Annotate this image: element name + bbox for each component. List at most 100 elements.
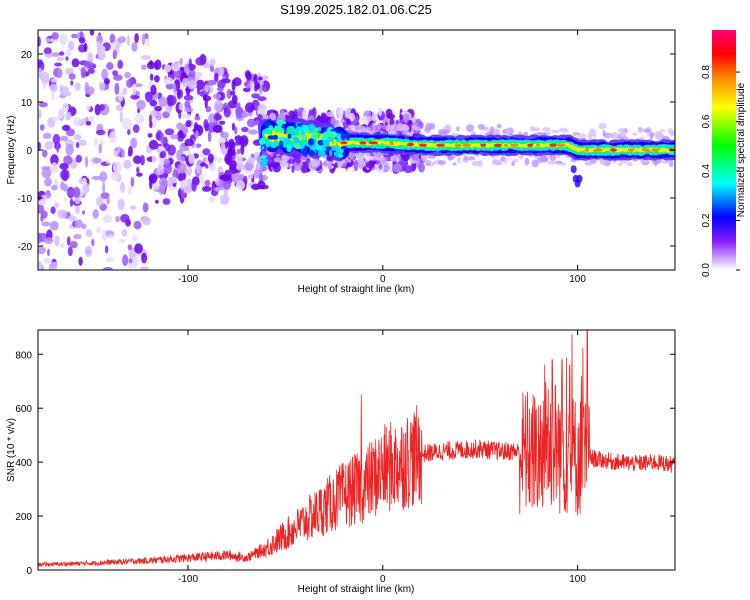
spectrogram-blob [78,37,86,44]
spectrogram-haze [478,159,483,168]
ridge-clump [340,132,346,141]
spectrogram-blob [81,210,86,215]
spectrogram-blob [342,121,346,127]
spectrogram-haze [346,159,352,163]
spectrogram-blob [51,184,58,191]
spectrogram-haze [361,125,366,133]
spectrogram-blob [207,79,217,86]
spectrogram-blob [212,124,223,133]
colorbar-ticks: 0.0 0.2 0.4 0.6 0.8 [701,65,740,277]
spectrogram-blob [178,110,182,119]
spectrogram-blob [71,58,80,68]
spectrogram-blob [120,214,130,223]
spectrogram-haze [598,123,607,130]
spectrogram-blob [210,58,216,66]
spectrogram-blob [257,113,263,122]
spectrogram-haze [540,155,547,160]
spectrogram-blob [63,155,73,165]
y-tick-label: -10 [18,194,33,205]
spectrogram-blob [149,99,158,107]
colorbar-tick-label: 0.2 [701,213,712,227]
spectrogram-haze [443,129,451,133]
spectrogram-haze [471,160,481,167]
spectrogram-blob [101,229,107,242]
spectrogram-blob [221,174,232,182]
x-tick-label: 100 [569,574,586,585]
spectrogram-blob [271,163,279,169]
spectrogram-blob [181,77,189,88]
spectrogram-blob [220,131,229,139]
spectrogram-haze [618,162,623,166]
spectrogram-haze [325,160,331,165]
spectrogram-blob [263,114,269,121]
spectrogram-y-label: Frequency (Hz) [6,116,17,185]
spectrogram-blob [52,133,61,145]
spectrogram-blob [147,133,153,138]
spectrogram-blob [184,107,194,112]
spectrogram-blob [251,93,260,99]
spectrogram-haze [439,131,448,135]
ridge-clump [260,154,266,160]
spectrogram-blob [96,40,103,53]
spectrogram-blob [366,115,373,122]
spectrogram-haze [578,133,587,138]
ridge-hotspot [609,148,618,152]
spectrogram-blob [43,47,52,55]
spectrogram-blob [165,83,174,90]
spectrogram-blob [145,91,153,103]
spectrogram-blob [95,129,106,136]
ridge-hotspot [503,143,508,147]
spectrogram-blob [123,159,132,169]
spectrogram-blob [95,54,99,59]
spectrogram-blob [261,150,267,156]
spectrogram-blob [41,221,51,227]
spectrogram-blob [65,111,72,121]
ridge-disturbance [576,174,583,183]
ridge-clump [283,137,290,145]
spectrogram-blob [122,117,132,130]
spectrogram-blob [207,153,214,163]
spectrogram-blob [42,149,48,158]
spectrogram-haze [529,126,536,132]
spectrogram-blob [122,87,128,96]
ridge-hotspot [340,141,348,145]
spectrogram-haze [564,128,568,133]
spectrogram-blob [222,179,232,190]
spectrogram-blob [236,148,241,154]
spectrogram-blob [302,164,309,170]
spectrogram-haze [382,124,387,130]
spectrogram-blob [208,113,217,123]
spectrogram-blob [164,163,173,175]
spectrogram-blob [127,262,138,269]
spectrogram-blob [71,33,78,39]
spectrogram-blob [402,113,410,124]
spectrogram-blob [371,112,377,122]
spectrogram-blob [216,87,224,92]
ridge-hotspot [368,141,379,145]
spectrogram-haze [280,160,287,167]
spectrogram-blob [94,137,98,147]
spectrogram-blob [162,111,170,119]
spectrogram-blob [102,214,113,224]
ridge-clump [259,138,265,145]
spectrogram-blob [38,261,43,270]
spectrogram-haze [505,128,511,134]
colorbar-label: Normalized spectral amplitude [736,82,747,217]
ridge-clump [315,146,323,151]
spectrogram-blob [106,159,111,164]
spectrogram-blob [48,266,55,270]
spectrogram-haze [547,160,556,165]
spectrogram-blob [231,155,236,162]
spectrogram-blob [292,153,299,158]
spectrogram-blob [407,119,412,125]
spectrogram-blob [253,73,258,85]
spectrogram-blob [149,60,153,66]
spectrogram-blob [136,172,143,177]
spectrogram-blob [50,78,58,83]
spectrogram-blob [241,126,249,133]
spectrogram-blob [66,91,72,97]
spectrogram-blob [349,112,355,122]
colorbar: 0.0 0.2 0.4 0.6 0.8 Normalized spectral ampl… [701,30,747,277]
spectrogram-blob [213,187,221,192]
